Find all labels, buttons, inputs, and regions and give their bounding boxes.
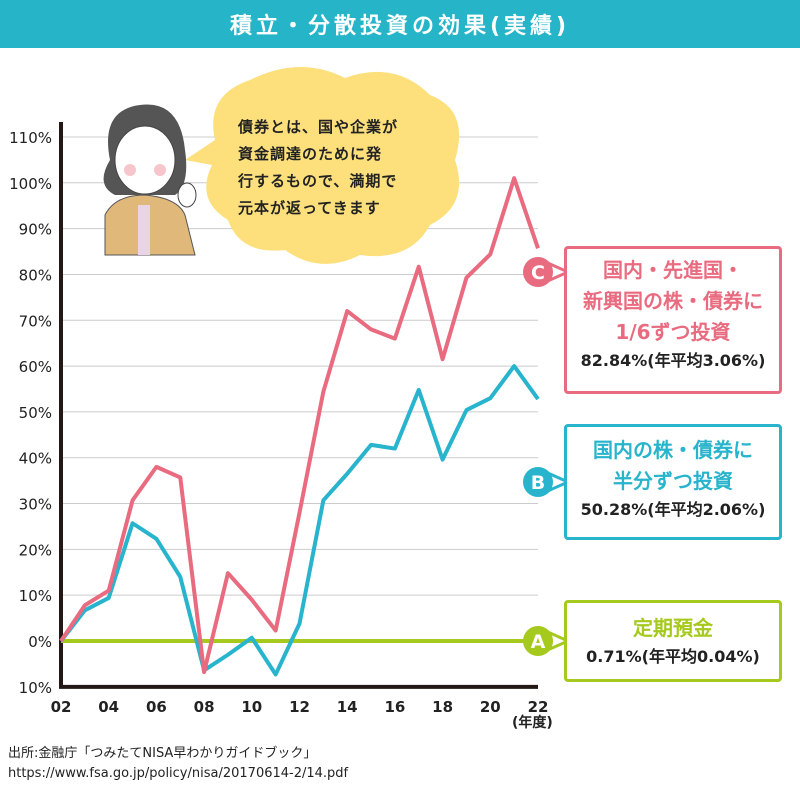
person-face: [114, 125, 176, 195]
y-tick-label: 100%: [9, 175, 52, 193]
legend-a-label: 定期預金: [633, 616, 713, 640]
series-markers: C B A: [523, 257, 572, 656]
title-bar: 積立・分散投資の効果(実績): [0, 0, 800, 48]
x-tick-label: 04: [98, 698, 119, 716]
series-marker-label: C: [531, 262, 545, 284]
series-marker-c: [523, 257, 553, 287]
speech-bubble-text: 債券とは、国や企業が 資金調達のために発 行するもので、満期で 元本が返ってきま…: [238, 114, 448, 222]
x-tick-label: 08: [194, 698, 215, 716]
x-tick-label: 16: [384, 698, 405, 716]
legend-c-label: 新興国の株・債券に: [583, 289, 763, 313]
legend-b-label: 半分ずつ投資: [613, 469, 733, 493]
x-axis-label: (年度): [512, 715, 553, 731]
y-tick-label: 70%: [19, 312, 52, 330]
tick-labels: 10% 0% 10% 20% 30% 40% 50% 60% 70% 80% 90% 100% 110%…: [9, 129, 548, 716]
y-tick-label: 10%: [19, 587, 52, 605]
bubble-line: 元本が返ってきます: [238, 199, 381, 217]
x-tick-label: 20: [480, 698, 501, 716]
y-tick-label: 0%: [28, 633, 52, 651]
series-marker-label: B: [531, 472, 545, 494]
legend-c-label: 1/6ずつ投資: [615, 320, 731, 344]
speech-bubble: [185, 66, 460, 264]
x-tick-label: 14: [337, 698, 358, 716]
legend-c-label: 国内・先進国・: [603, 258, 743, 282]
source-url: https://www.fsa.go.jp/policy/nisa/201706…: [8, 766, 349, 781]
chart-title: 積立・分散投資の効果(実績): [229, 14, 571, 39]
y-tick-label: 50%: [19, 404, 52, 422]
y-tick-label: 90%: [19, 221, 52, 239]
y-tick-label: 40%: [19, 450, 52, 468]
y-tick-label: 20%: [19, 541, 52, 559]
y-tick-label: 10%: [19, 679, 52, 697]
series-line-b: [59, 364, 540, 677]
x-tick-label: 18: [432, 698, 453, 716]
legend-box-c: 国内・先進国・ 新興国の株・債券に 1/6ずつ投資 82.84%(年平均3.06…: [564, 246, 782, 394]
axes: [59, 122, 538, 689]
bubble-line: 資金調達のために発: [238, 145, 383, 163]
y-tick-label: 80%: [19, 266, 52, 284]
x-tick-label: 22: [528, 698, 549, 716]
source-note: 出所:金融庁「つみたてNISA早わかりガイドブック」 https://www.f…: [8, 744, 348, 784]
y-tick-label: 30%: [19, 496, 52, 514]
legend-box-a: 定期預金 0.71%(年平均0.04%): [564, 600, 782, 682]
series-marker-a: [523, 626, 553, 656]
series-marker-label: A: [531, 631, 546, 653]
legend-c-value: 82.84%(年平均3.06%): [580, 351, 766, 370]
legend-b-label: 国内の株・債券に: [593, 438, 753, 462]
series-line-c: [59, 176, 540, 675]
legend-box-b: 国内の株・債券に 半分ずつ投資 50.28%(年平均2.06%): [564, 424, 782, 540]
x-tick-label: 02: [51, 698, 72, 716]
x-tick-label: 12: [289, 698, 310, 716]
x-tick-label: 10: [241, 698, 262, 716]
legend-b-value: 50.28%(年平均2.06%): [580, 500, 766, 519]
source-line: 出所:金融庁「つみたてNISA早わかりガイドブック」: [8, 746, 317, 761]
bubble-line: 行するもので、満期で: [238, 172, 398, 190]
legend-a-value: 0.71%(年平均0.04%): [586, 647, 760, 666]
series-marker-b: [523, 467, 553, 497]
y-tick-label: 110%: [9, 129, 52, 147]
character-illustration: [103, 66, 460, 264]
bubble-line: 債券とは、国や企業が: [238, 118, 399, 136]
y-tick-label: 60%: [19, 358, 52, 376]
series-lines: [59, 176, 540, 677]
x-tick-label: 06: [146, 698, 167, 716]
